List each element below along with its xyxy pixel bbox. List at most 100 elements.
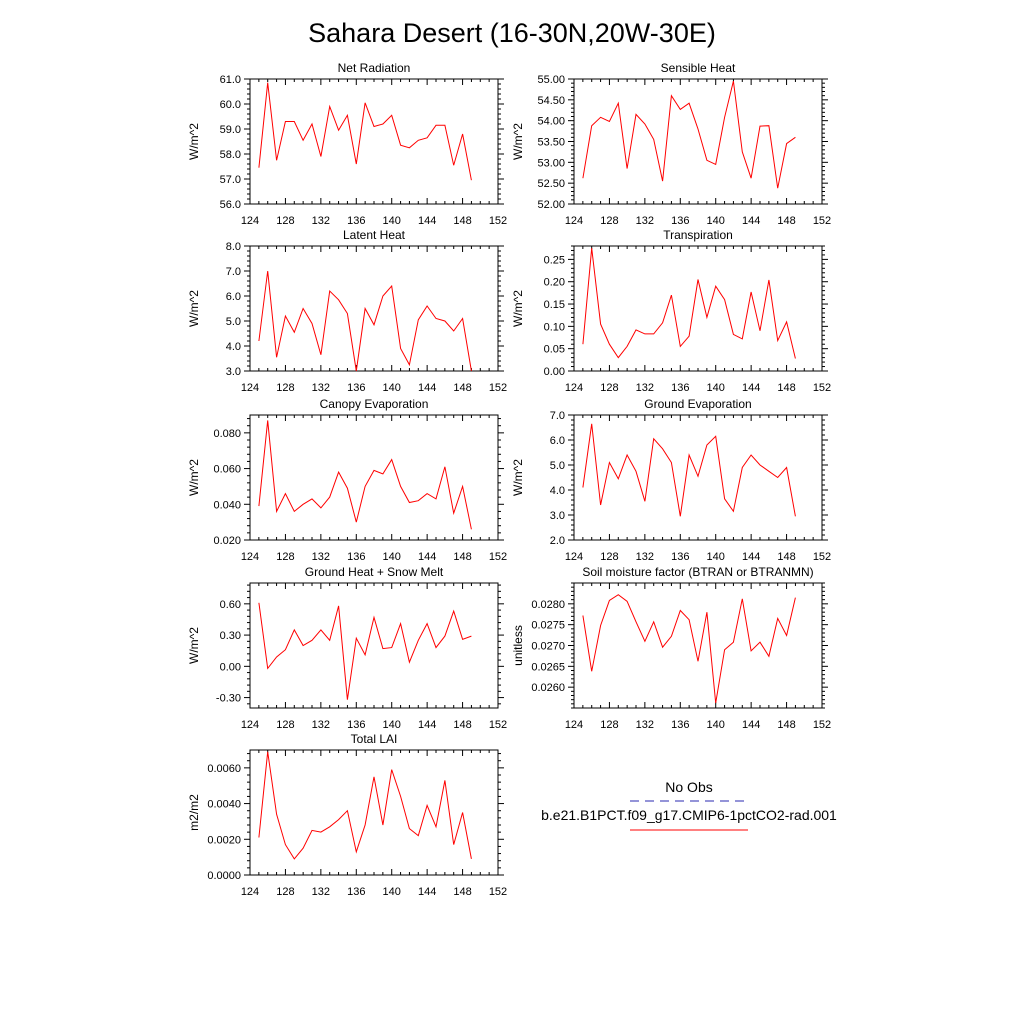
chart-panel: 124 128 132 136 140 144 148 152 56.0 57.0 58.0 59.0…	[187, 61, 507, 227]
x-tick-label: 128	[276, 215, 294, 227]
y-tick-label: 2.0	[550, 535, 565, 547]
panel-title: Sensible Heat	[661, 61, 736, 75]
panel-title: Soil moisture factor (BTRAN or BTRANMN)	[582, 565, 813, 579]
x-tick-label: 148	[453, 382, 471, 394]
x-tick-label: 128	[600, 719, 618, 731]
x-tick-label: 136	[671, 215, 689, 227]
y-tick-label: -0.30	[216, 693, 241, 705]
x-tick-label: 132	[636, 382, 654, 394]
y-tick-label: 56.0	[220, 199, 241, 211]
chart-panel: 124 128 132 136 140 144 148 152 -0.30 0.00 0.30 0.6…	[187, 565, 507, 731]
y-tick-label: 0.0270	[531, 641, 565, 653]
plot-frame	[249, 749, 499, 876]
x-tick-label: 152	[489, 215, 507, 227]
x-tick-label: 152	[489, 886, 507, 898]
x-tick-label: 128	[276, 551, 294, 563]
x-tick-label: 132	[636, 215, 654, 227]
y-tick-label: 52.00	[537, 199, 565, 211]
y-tick-label: 0.05	[544, 344, 565, 356]
x-tick-label: 124	[241, 551, 259, 563]
x-tick-label: 152	[813, 382, 831, 394]
x-tick-label: 152	[489, 719, 507, 731]
chart-panel: 124 128 132 136 140 144 148 152 52.00 52.50 53.00 5…	[511, 61, 831, 227]
x-tick-label: 136	[347, 382, 365, 394]
x-tick-label: 144	[742, 719, 760, 731]
x-tick-label: 124	[565, 382, 583, 394]
y-tick-label: 0.060	[213, 464, 241, 476]
panel-title: Canopy Evaporation	[320, 397, 429, 411]
y-tick-label: 4.0	[226, 341, 241, 353]
y-tick-label: 0.10	[544, 321, 565, 333]
y-tick-label: 0.25	[544, 254, 565, 266]
x-tick-label: 140	[707, 215, 725, 227]
x-tick-label: 148	[453, 886, 471, 898]
x-tick-label: 144	[418, 551, 436, 563]
x-tick-label: 136	[671, 551, 689, 563]
y-tick-label: 0.0040	[207, 799, 241, 811]
x-tick-label: 140	[383, 215, 401, 227]
series-line	[258, 82, 472, 181]
series-line	[258, 420, 472, 530]
y-tick-label: 0.0265	[531, 661, 565, 673]
x-tick-label: 136	[671, 719, 689, 731]
x-tick-label: 136	[347, 551, 365, 563]
x-tick-label: 128	[600, 215, 618, 227]
x-tick-label: 140	[707, 719, 725, 731]
x-tick-label: 140	[707, 382, 725, 394]
x-tick-label: 148	[777, 215, 795, 227]
series-line	[258, 270, 472, 372]
series-line	[582, 594, 796, 704]
chart-panel: 124 128 132 136 140 144 148 152 2.0 3.0 4.0 5.0 6.0 7…	[511, 397, 831, 563]
y-axis-label: W/m^2	[511, 123, 525, 160]
chart-panel: 124 128 132 136 140 144 148 152 0.0000 0.0020 0.00…	[187, 732, 507, 898]
x-tick-label: 128	[600, 551, 618, 563]
y-tick-label: 3.0	[226, 366, 241, 378]
chart-panel: 124 128 132 136 140 144 148 152 0.020 0.040 0.060 0…	[187, 397, 507, 563]
plot-frame	[573, 245, 823, 372]
y-tick-label: 5.0	[226, 316, 241, 328]
panel-title: Net Radiation	[338, 61, 411, 75]
panel-title: Latent Heat	[343, 228, 406, 242]
y-axis-label: W/m^2	[187, 627, 201, 664]
y-tick-label: 53.00	[537, 157, 565, 169]
y-tick-label: 0.0020	[207, 834, 241, 846]
y-tick-label: 4.0	[550, 485, 565, 497]
y-tick-label: 61.0	[220, 74, 241, 86]
x-tick-label: 124	[241, 215, 259, 227]
y-tick-label: 0.0060	[207, 763, 241, 775]
y-axis-label: W/m^2	[187, 290, 201, 327]
panel-title: Total LAI	[351, 732, 398, 746]
y-tick-label: 0.00	[220, 661, 241, 673]
x-tick-label: 152	[489, 551, 507, 563]
x-tick-label: 148	[453, 215, 471, 227]
x-tick-label: 140	[383, 886, 401, 898]
panel-title: Transpiration	[663, 228, 733, 242]
y-tick-label: 7.0	[226, 266, 241, 278]
x-tick-label: 144	[418, 886, 436, 898]
x-tick-label: 148	[777, 382, 795, 394]
legend-obs-label: No Obs	[665, 779, 712, 795]
series-line	[258, 602, 472, 700]
y-tick-label: 53.50	[537, 137, 565, 149]
y-tick-label: 0.020	[213, 535, 241, 547]
x-tick-label: 152	[813, 551, 831, 563]
y-tick-label: 60.0	[220, 99, 241, 111]
x-tick-label: 144	[742, 215, 760, 227]
chart-panel: 124 128 132 136 140 144 148 152 0.00 0.05 0.10 0.15…	[511, 228, 831, 394]
y-tick-label: 54.50	[537, 95, 565, 107]
x-tick-label: 148	[453, 551, 471, 563]
panels: 124 128 132 136 140 144 148 152 56.0 57.0 58.0 59.0…	[187, 61, 831, 898]
y-tick-label: 0.60	[220, 599, 241, 611]
y-axis-label: m2/m2	[187, 794, 201, 831]
x-tick-label: 148	[777, 719, 795, 731]
panel-title: Ground Heat + Snow Melt	[305, 565, 444, 579]
x-tick-label: 132	[636, 551, 654, 563]
y-tick-label: 0.15	[544, 299, 565, 311]
x-tick-label: 136	[347, 215, 365, 227]
legend-model-label: b.e21.B1PCT.f09_g17.CMIP6-1pctCO2-rad.00…	[541, 807, 837, 823]
y-tick-label: 57.0	[220, 174, 241, 186]
series-line	[582, 248, 796, 359]
x-tick-label: 132	[312, 719, 330, 731]
x-tick-label: 124	[565, 551, 583, 563]
